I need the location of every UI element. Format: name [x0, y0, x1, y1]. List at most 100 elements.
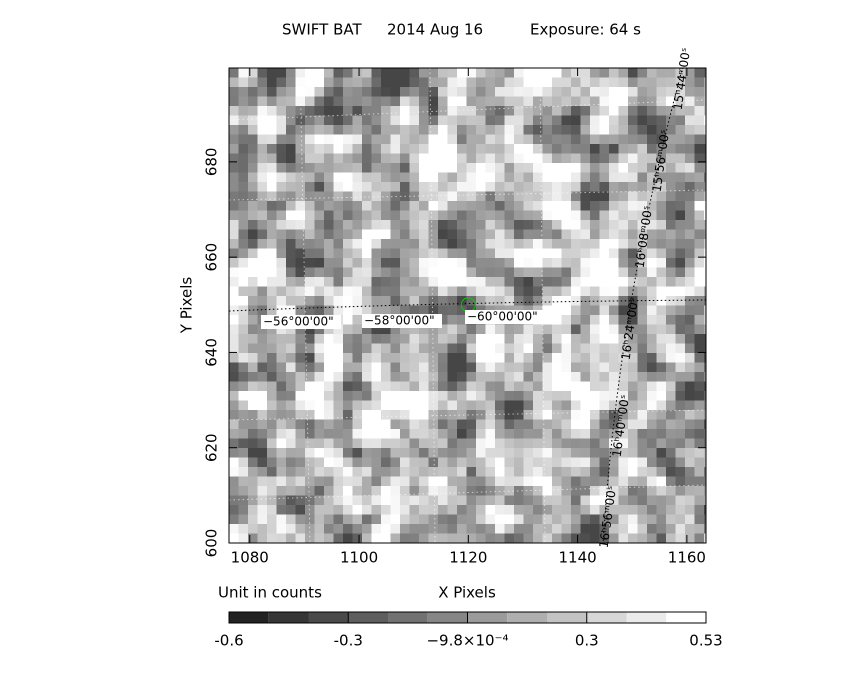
pixel: [666, 419, 676, 430]
pixel: [656, 220, 667, 230]
pixel: [504, 372, 515, 382]
pixel: [305, 210, 315, 221]
pixel: [599, 476, 610, 487]
pixel: [694, 182, 705, 192]
pixel: [590, 514, 600, 525]
pixel: [675, 87, 686, 97]
pixel: [504, 514, 515, 525]
pixel: [656, 486, 667, 496]
pixel: [229, 153, 239, 164]
pixel: [248, 191, 258, 202]
pixel: [438, 77, 448, 88]
pixel: [552, 87, 562, 97]
pixel: [409, 533, 420, 543]
pixel: [257, 305, 268, 316]
pixel: [666, 144, 676, 154]
pixel: [447, 505, 458, 515]
pixel: [352, 115, 363, 126]
pixel: [381, 438, 391, 449]
pixel: [552, 277, 562, 287]
pixel: [580, 448, 591, 458]
pixel: [428, 457, 439, 468]
pixel: [295, 381, 306, 392]
pixel: [618, 201, 629, 211]
pixel: [447, 514, 458, 525]
pixel: [314, 410, 325, 420]
pixel: [675, 106, 686, 116]
pixel: [704, 448, 706, 458]
pixel: [295, 467, 306, 477]
pixel: [599, 343, 610, 354]
pixel: [238, 429, 249, 439]
pixel: [590, 400, 600, 411]
pixel: [533, 476, 543, 487]
pixel: [609, 305, 619, 316]
pixel: [267, 220, 277, 230]
pixel: [419, 391, 429, 401]
pixel: [371, 68, 382, 78]
pixel: [628, 419, 638, 430]
pixel: [514, 410, 524, 420]
pixel: [523, 210, 534, 221]
pixel: [447, 267, 458, 278]
pixel: [637, 87, 648, 97]
pixel: [438, 134, 448, 145]
pixel: [276, 505, 287, 515]
pixel: [590, 248, 600, 259]
pixel: [286, 144, 296, 154]
pixel: [628, 524, 638, 534]
pixel: [561, 134, 572, 145]
pixel: [552, 457, 562, 468]
pixel: [419, 533, 429, 543]
x-tick-label: 1120: [449, 549, 487, 567]
pixel: [618, 391, 629, 401]
pixel: [476, 172, 486, 183]
pixel: [552, 524, 562, 534]
pixel: [618, 495, 629, 506]
pixel: [419, 305, 429, 316]
pixel: [533, 343, 543, 354]
pixel: [314, 438, 325, 449]
pixel: [238, 277, 249, 287]
pixel: [666, 438, 676, 449]
pixel: [666, 87, 676, 97]
pixel: [248, 381, 258, 392]
pixel: [362, 163, 372, 173]
pixel: [628, 448, 638, 458]
pixel: [637, 153, 648, 164]
pixel: [390, 277, 401, 287]
pixel: [656, 296, 667, 306]
pixel: [419, 362, 429, 373]
pixel: [704, 68, 706, 78]
pixel: [295, 172, 306, 183]
pixel: [514, 267, 524, 278]
pixel: [447, 87, 458, 97]
pixel: [276, 448, 287, 458]
pixel: [248, 505, 258, 515]
pixel: [343, 476, 353, 487]
pixel: [533, 172, 543, 183]
pixel: [495, 505, 505, 515]
pixel: [637, 258, 648, 268]
pixel: [656, 372, 667, 382]
pixel: [248, 343, 258, 354]
pixel: [647, 248, 657, 259]
pixel: [533, 324, 543, 335]
pixel: [675, 153, 686, 164]
pixel: [419, 277, 429, 287]
pixel: [485, 115, 496, 126]
pixel: [609, 533, 619, 543]
pixel: [647, 524, 657, 534]
pixel: [305, 144, 315, 154]
pixel: [571, 220, 581, 230]
pixel: [314, 144, 325, 154]
pixel: [618, 362, 629, 373]
pixel: [675, 438, 686, 449]
pixel: [542, 524, 553, 534]
pixel: [495, 438, 505, 449]
pixel: [324, 524, 334, 534]
pixel: [409, 400, 420, 411]
pixel: [590, 239, 600, 249]
pixel: [590, 87, 600, 97]
pixel: [571, 495, 581, 506]
